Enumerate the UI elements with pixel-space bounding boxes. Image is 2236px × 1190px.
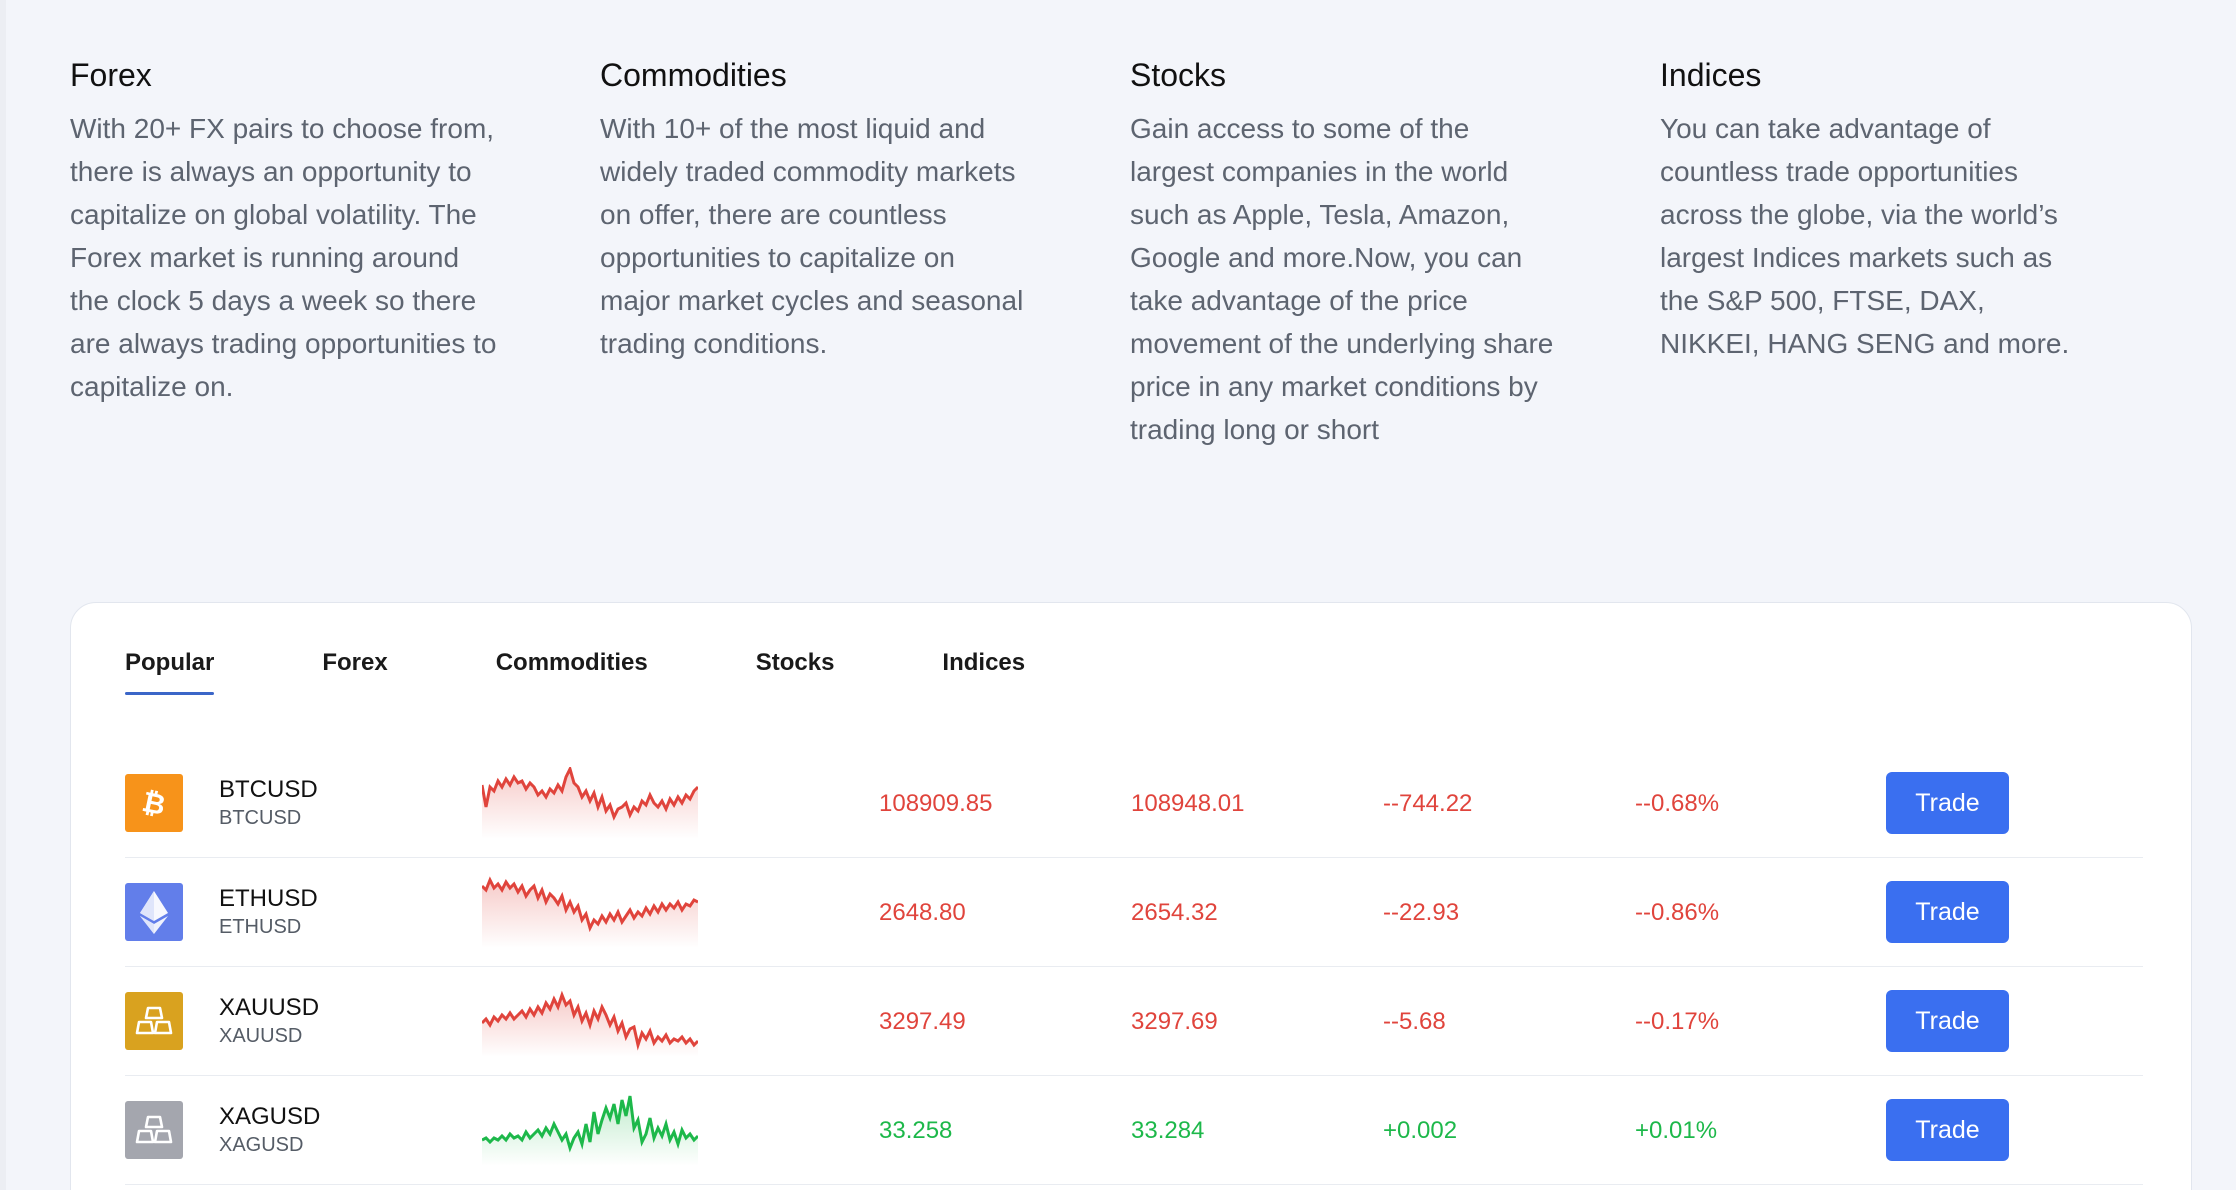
- price-change-percent: +0.01%: [1635, 1117, 1718, 1144]
- price-change: +0.002: [1383, 1117, 1458, 1144]
- price-change: --22.93: [1383, 899, 1460, 926]
- asset-subtitle: XAGUSD: [219, 1134, 304, 1156]
- asset-subtitle: XAUUSD: [219, 1025, 303, 1047]
- info-title: Stocks: [1130, 57, 1227, 93]
- asset-subtitle: ETHUSD: [219, 916, 302, 938]
- silver-bars-icon: [125, 1101, 183, 1159]
- market-list: ₿ BTCUSD BTCUSD 108909.85 1089: [125, 749, 2143, 1185]
- price-change-percent: --0.86%: [1635, 899, 1720, 926]
- sparkline-xauusd: [482, 990, 698, 1057]
- price-change: --5.68: [1383, 1008, 1446, 1035]
- market-card: Popular Forex Commodities Stocks Indices…: [70, 602, 2192, 1190]
- asset-symbol: XAUUSD: [219, 994, 320, 1021]
- tab-indices[interactable]: Indices: [942, 649, 1026, 676]
- info-indices: Indices You can take advantage of countl…: [1660, 55, 2190, 451]
- asset-symbol: BTCUSD: [219, 776, 318, 803]
- info-title: Commodities: [600, 57, 787, 93]
- ask-price: 3297.69: [1131, 1008, 1218, 1035]
- ask-price: 108948.01: [1131, 790, 1245, 817]
- info-text: With 10+ of the most liquid and widely t…: [600, 113, 1024, 359]
- bid-price: 108909.85: [879, 790, 993, 817]
- trade-button[interactable]: Trade: [1886, 1099, 2009, 1161]
- tab-stocks[interactable]: Stocks: [755, 649, 835, 676]
- tab-commodities[interactable]: Commodities: [495, 649, 648, 676]
- market-row-xauusd: XAUUSD XAUUSD 3297.49 3297.69 --5.68 --0…: [125, 967, 2143, 1076]
- bid-price: 3297.49: [879, 1008, 966, 1035]
- trade-button[interactable]: Trade: [1886, 990, 2009, 1052]
- info-stocks: Stocks Gain access to some of the larges…: [1130, 55, 1660, 451]
- price-change-percent: --0.68%: [1635, 790, 1720, 817]
- market-row-xagusd: XAGUSD XAGUSD 33.258 33.284 +0.002 +0.01…: [125, 1076, 2143, 1185]
- info-title: Forex: [70, 57, 152, 93]
- info-forex: Forex With 20+ FX pairs to choose from, …: [70, 55, 600, 451]
- market-info-section: Forex With 20+ FX pairs to choose from, …: [70, 55, 2190, 451]
- ethereum-icon: [125, 883, 183, 941]
- info-text: With 20+ FX pairs to choose from, there …: [70, 113, 497, 402]
- page-edge: [0, 0, 6, 1190]
- svg-text:₿: ₿: [139, 785, 168, 821]
- bitcoin-icon: ₿: [125, 774, 183, 832]
- market-row-ethusd: ETHUSD ETHUSD 2648.80 2654.32 --22.93 --…: [125, 858, 2143, 967]
- bid-price: 2648.80: [879, 899, 966, 926]
- tab-forex[interactable]: Forex: [322, 649, 388, 676]
- tab-popular[interactable]: Popular: [125, 649, 215, 695]
- asset-subtitle: BTCUSD: [219, 807, 302, 829]
- trade-button[interactable]: Trade: [1886, 881, 2009, 943]
- asset-symbol: ETHUSD: [219, 885, 318, 912]
- price-change: --744.22: [1383, 790, 1473, 817]
- market-row-btcusd: ₿ BTCUSD BTCUSD 108909.85 1089: [125, 749, 2143, 858]
- ask-price: 2654.32: [1131, 899, 1218, 926]
- info-title: Indices: [1660, 57, 1762, 93]
- sparkline-ethusd: [482, 876, 698, 948]
- gold-bars-icon: [125, 992, 183, 1050]
- info-commodities: Commodities With 10+ of the most liquid …: [600, 55, 1130, 451]
- info-text: You can take advantage of countless trad…: [1660, 113, 2070, 359]
- price-change-percent: --0.17%: [1635, 1008, 1720, 1035]
- trade-button[interactable]: Trade: [1886, 772, 2009, 834]
- sparkline-btcusd: [482, 767, 698, 839]
- sparkline-xagusd: [482, 1095, 698, 1166]
- market-tabs: Popular Forex Commodities Stocks Indices: [125, 649, 1133, 695]
- ask-price: 33.284: [1131, 1117, 1205, 1144]
- asset-symbol: XAGUSD: [219, 1103, 321, 1130]
- info-text: Gain access to some of the largest compa…: [1130, 113, 1554, 445]
- bid-price: 33.258: [879, 1117, 953, 1144]
